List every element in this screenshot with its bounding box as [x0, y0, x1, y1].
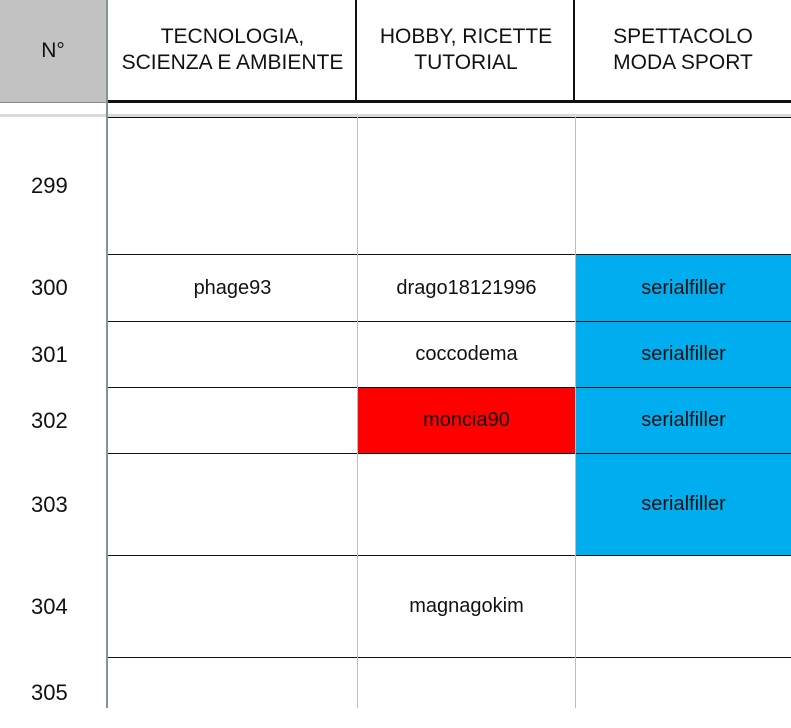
- column-header-spettacolo[interactable]: SPETTACOLO MODA SPORT: [575, 0, 791, 103]
- grid-line: [108, 117, 791, 118]
- cell-tecnologia[interactable]: [108, 118, 357, 254]
- cell-text: serialfiller: [641, 343, 726, 365]
- row-number-299[interactable]: 299: [0, 118, 106, 254]
- row-number-305[interactable]: 305: [0, 658, 106, 728]
- grid-line: [108, 254, 791, 255]
- cell-hobby[interactable]: drago18121996: [358, 255, 575, 321]
- cell-text: phage93: [193, 276, 272, 299]
- row-number-label: 299: [31, 173, 68, 198]
- cell-text: moncia90: [423, 409, 510, 431]
- row-number-label: 305: [31, 680, 68, 705]
- grid-line: [108, 657, 791, 658]
- cell-spettacolo[interactable]: [576, 658, 791, 708]
- cell-tecnologia[interactable]: phage93: [108, 255, 357, 321]
- cell-text: magnagokim: [409, 595, 524, 617]
- row-number-label: 302: [31, 407, 68, 433]
- frozen-row-separator: [0, 114, 791, 117]
- row-number-label: 303: [31, 491, 68, 517]
- row-number-label: 301: [31, 341, 68, 367]
- column-header-label: SPETTACOLO MODA SPORT: [613, 25, 753, 74]
- cell-hobby[interactable]: moncia90: [358, 388, 575, 453]
- grid-line: [108, 555, 791, 556]
- row-number-label: 304: [31, 593, 68, 619]
- cell-spettacolo[interactable]: serialfiller: [576, 388, 791, 453]
- cell-spettacolo[interactable]: serialfiller: [576, 322, 791, 387]
- cell-hobby[interactable]: [358, 658, 575, 708]
- grid-line: [357, 117, 358, 708]
- frozen-column-separator: [106, 0, 108, 708]
- cell-hobby[interactable]: coccodema: [358, 322, 575, 387]
- cell-text: serialfiller: [641, 409, 726, 431]
- grid-line: [108, 321, 791, 322]
- cell-tecnologia[interactable]: [108, 454, 357, 555]
- cell-hobby[interactable]: [358, 454, 575, 555]
- cell-spettacolo[interactable]: serialfiller: [576, 454, 791, 555]
- row-number-302[interactable]: 302: [0, 388, 106, 453]
- column-header-tecnologia[interactable]: TECNOLOGIA, SCIENZA E AMBIENTE: [108, 0, 357, 103]
- cell-spettacolo[interactable]: [576, 556, 791, 657]
- cell-text: drago18121996: [396, 276, 537, 299]
- cell-spettacolo[interactable]: serialfiller: [576, 255, 791, 321]
- row-number-300[interactable]: 300: [0, 255, 106, 321]
- row-number-304[interactable]: 304: [0, 556, 106, 657]
- cell-text: serialfiller: [641, 276, 726, 299]
- number-column-header[interactable]: N°: [0, 0, 106, 103]
- row-number-label: 300: [31, 275, 68, 300]
- column-header-hobby[interactable]: HOBBY, RICETTE TUTORIAL: [357, 0, 575, 103]
- grid-line: [108, 387, 791, 388]
- grid-line: [108, 453, 791, 454]
- row-number-303[interactable]: 303: [0, 454, 106, 555]
- number-header-label: N°: [41, 39, 65, 62]
- cell-hobby[interactable]: [358, 118, 575, 254]
- row-number-301[interactable]: 301: [0, 322, 106, 387]
- cell-tecnologia[interactable]: [108, 322, 357, 387]
- header-divider: [573, 0, 575, 103]
- cell-spettacolo[interactable]: [576, 118, 791, 254]
- cell-tecnologia[interactable]: [108, 658, 357, 708]
- cell-tecnologia[interactable]: [108, 388, 357, 453]
- cell-text: serialfiller: [641, 493, 726, 515]
- column-header-label: TECNOLOGIA, SCIENZA E AMBIENTE: [121, 25, 344, 74]
- header-divider: [355, 0, 357, 103]
- column-header-label: HOBBY, RICETTE TUTORIAL: [379, 25, 553, 74]
- cell-tecnologia[interactable]: [108, 556, 357, 657]
- cell-text: coccodema: [415, 343, 518, 365]
- grid-line: [575, 117, 576, 708]
- cell-hobby[interactable]: magnagokim: [358, 556, 575, 657]
- spreadsheet: N° TECNOLOGIA, SCIENZA E AMBIENTE HOBBY,…: [0, 0, 791, 708]
